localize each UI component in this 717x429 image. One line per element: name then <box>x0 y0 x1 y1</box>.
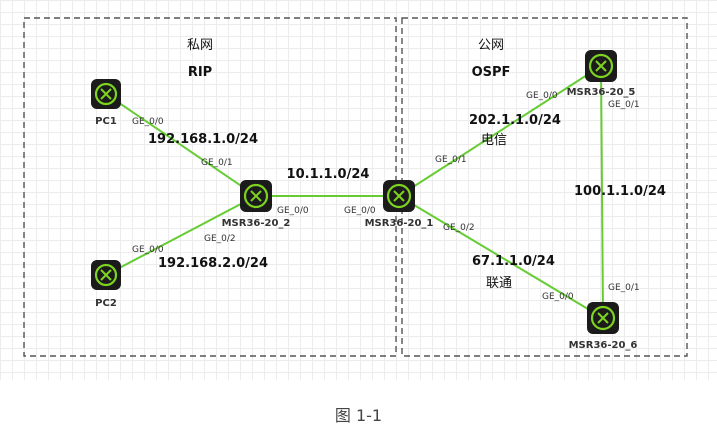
public-zone-name: 公网 <box>478 38 504 53</box>
public-zone-box <box>401 17 688 357</box>
private-zone-protocol: RIP <box>188 65 212 80</box>
public-zone-protocol: OSPF <box>472 65 511 80</box>
port-msr6-ge01: GE_0/1 <box>608 283 640 293</box>
pc1-icon[interactable] <box>91 79 121 109</box>
pc2-label: PC2 <box>95 298 117 309</box>
port-msr2-ge01: GE_0/1 <box>201 158 233 168</box>
router-msr2-icon[interactable] <box>240 180 272 212</box>
link-msr1-msr6 <box>398 195 604 319</box>
port-msr6-ge00: GE_0/0 <box>542 292 574 302</box>
network-label-n3: 10.1.1.0/24 <box>287 167 370 182</box>
port-msr1-ge01: GE_0/1 <box>435 155 467 165</box>
link-pc2-msr2 <box>105 195 257 276</box>
network-label-n1: 192.168.1.0/24 <box>148 132 258 147</box>
router-msr6-icon[interactable] <box>587 302 619 334</box>
msr5-label: MSR36-20_5 <box>567 87 636 98</box>
router-msr1-icon[interactable] <box>383 180 415 212</box>
network-label-n5: 100.1.1.0/24 <box>574 184 666 199</box>
network-label-n6: 67.1.1.0/24 <box>472 254 555 269</box>
isp-label-unicom: 联通 <box>486 276 512 291</box>
port-msr1-ge00: GE_0/0 <box>344 206 376 216</box>
figure-caption: 图 1-1 <box>334 406 383 425</box>
topology-diagram: 私网 RIP 公网 OSPF PC1 PC2 MSR36-20_2 MSR36-… <box>23 17 688 357</box>
port-msr1-ge02: GE_0/2 <box>443 223 475 233</box>
port-pc1-ge00: GE_0/0 <box>132 117 164 127</box>
isp-label-telecom: 电信 <box>481 133 507 148</box>
port-msr5-ge01: GE_0/1 <box>608 100 640 110</box>
port-msr2-ge02: GE_0/2 <box>204 234 236 244</box>
msr2-label: MSR36-20_2 <box>222 218 291 229</box>
port-pc2-ge00: GE_0/0 <box>132 245 164 255</box>
network-label-n4: 202.1.1.0/24 <box>469 113 561 128</box>
link-msr5-msr6 <box>600 65 604 319</box>
router-msr5-icon[interactable] <box>585 50 617 82</box>
private-zone-name: 私网 <box>187 38 213 53</box>
pc2-icon[interactable] <box>91 260 121 290</box>
link-pc1-msr2 <box>105 93 257 197</box>
port-msr2-ge00: GE_0/0 <box>277 206 309 216</box>
pc1-label: PC1 <box>95 116 117 127</box>
port-msr5-ge00: GE_0/0 <box>526 91 558 101</box>
topology-canvas: 私网 RIP 公网 OSPF PC1 PC2 MSR36-20_2 MSR36-… <box>0 0 717 380</box>
msr1-label: MSR36-20_1 <box>365 218 434 229</box>
network-label-n2: 192.168.2.0/24 <box>158 256 268 271</box>
msr6-label: MSR36-20_6 <box>569 340 638 351</box>
link-msr1-msr5 <box>398 65 602 197</box>
